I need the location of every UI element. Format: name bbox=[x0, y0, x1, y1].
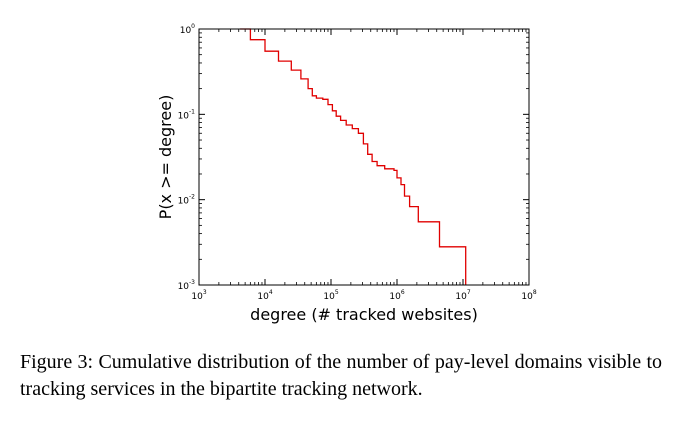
x-tick-label: 108 bbox=[521, 289, 536, 302]
y-tick-label: 10-1 bbox=[178, 108, 196, 121]
y-axis-label: P(x >= degree) bbox=[156, 95, 175, 220]
y-tick-label: 10-3 bbox=[178, 279, 196, 292]
x-tick-label: 106 bbox=[389, 289, 404, 302]
x-tick-label: 104 bbox=[257, 289, 272, 302]
plot-frame bbox=[198, 28, 530, 286]
y-tick-label: 100 bbox=[180, 23, 195, 36]
ccdf-series-line bbox=[240, 28, 467, 285]
cumulative-distribution-chart: 103 104 105 106 107 108 10-3 10-2 10-1 100 degree… bbox=[156, 23, 537, 324]
y-tick-label: 10-2 bbox=[178, 194, 196, 207]
x-tick-label: 107 bbox=[455, 289, 470, 302]
x-tick-label: 105 bbox=[323, 289, 338, 302]
x-tick-label: 103 bbox=[191, 289, 206, 302]
x-axis-label: degree (# tracked websites) bbox=[250, 305, 478, 324]
figure-caption: Figure 3: Cumulative distribution of the… bbox=[20, 351, 662, 400]
